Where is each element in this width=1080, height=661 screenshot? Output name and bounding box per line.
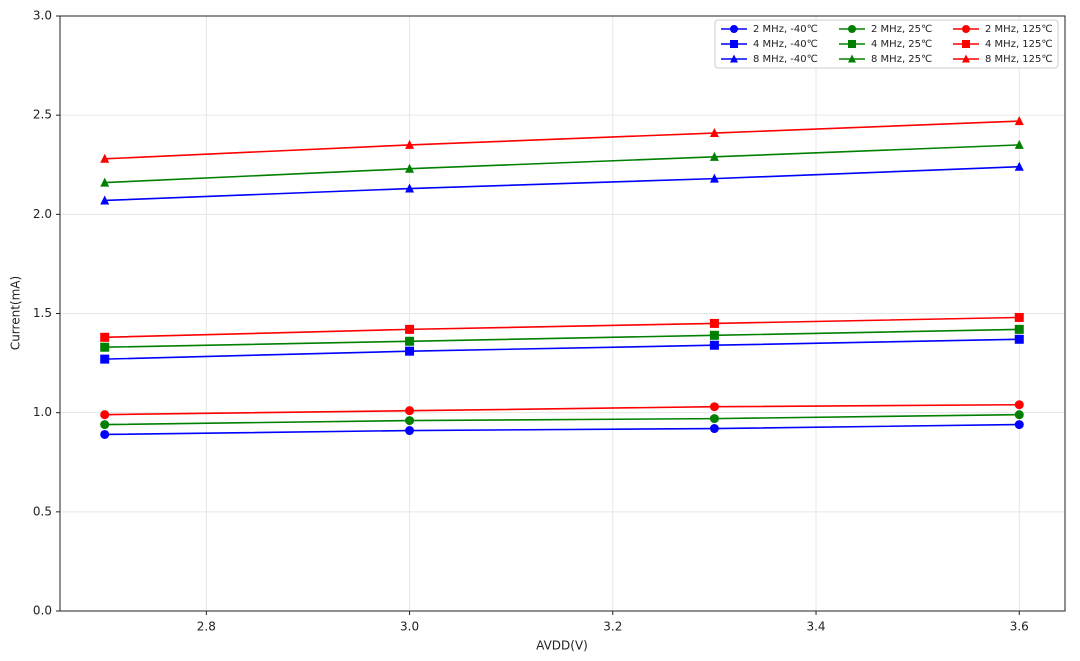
marker (100, 410, 110, 420)
marker (100, 153, 110, 163)
series-line (104, 403, 1020, 416)
marker (1014, 116, 1024, 126)
marker (709, 128, 719, 138)
series-line (104, 316, 1020, 339)
marker (709, 414, 719, 424)
marker (709, 318, 719, 328)
legend-label: 8 MHz, -40℃ (753, 54, 818, 65)
marker (405, 183, 415, 193)
legend-marker (962, 25, 970, 33)
marker (709, 151, 719, 161)
legend-label: 2 MHz, -40℃ (753, 24, 818, 35)
marker (100, 177, 110, 187)
marker (709, 330, 719, 340)
marker (1014, 139, 1024, 149)
marker (709, 424, 719, 434)
x-tick-label: 3.2 (603, 620, 622, 634)
series-line (104, 423, 1020, 436)
legend-label: 4 MHz, 25℃ (871, 39, 932, 50)
legend-marker (730, 40, 738, 48)
x-tick-label: 2.8 (197, 620, 216, 634)
marker (100, 354, 110, 364)
y-tick-label: 1.5 (33, 306, 52, 320)
x-axis-label: AVDD(V) (536, 639, 588, 653)
y-axis-label: Current(mA) (9, 276, 23, 350)
series-line (104, 120, 1020, 160)
marker (405, 324, 415, 334)
y-tick-label: 0.0 (33, 604, 52, 618)
marker (709, 402, 719, 412)
legend-label: 4 MHz, 125℃ (985, 39, 1053, 50)
series-line (104, 328, 1020, 349)
legend-label: 4 MHz, -40℃ (753, 39, 818, 50)
series-line (104, 413, 1020, 426)
marker (1014, 312, 1024, 322)
marker (100, 429, 110, 439)
marker (1014, 400, 1024, 410)
legend-frame (714, 19, 1059, 69)
marker (1014, 334, 1024, 344)
series-line (104, 144, 1020, 184)
marker (405, 416, 415, 426)
marker (100, 420, 110, 430)
marker (709, 173, 719, 183)
legend-marker (730, 25, 738, 33)
legend-marker (848, 25, 856, 33)
marker (709, 340, 719, 350)
legend-marker (962, 54, 970, 63)
marker (1014, 420, 1024, 430)
marker (100, 332, 110, 342)
marker (405, 163, 415, 173)
marker (100, 195, 110, 205)
x-tick-label: 3.6 (1010, 620, 1029, 634)
marker (405, 426, 415, 436)
series-line (104, 165, 1020, 202)
legend-label: 2 MHz, 25℃ (871, 24, 932, 35)
marker (405, 406, 415, 416)
plot-frame (59, 15, 1066, 612)
y-tick-label: 0.5 (33, 504, 52, 518)
marker (405, 336, 415, 346)
y-tick-label: 2.5 (33, 108, 52, 122)
marker (1014, 410, 1024, 420)
legend-marker (848, 40, 856, 48)
y-tick-label: 3.0 (33, 9, 52, 23)
x-tick-label: 3.4 (806, 620, 825, 634)
legend: 2 MHz, -40℃ 4 MHz, -40℃ 8 MHz, -40℃ 2 MHz, … (714, 19, 1059, 69)
marker (1014, 324, 1024, 334)
legend-marker (962, 40, 970, 48)
legend-marker (730, 54, 738, 63)
legend-label: 8 MHz, 125℃ (985, 54, 1053, 65)
legend-label: 8 MHz, 25℃ (871, 54, 932, 65)
y-tick-label: 1.0 (33, 405, 52, 419)
marker (100, 342, 110, 352)
legend-marker (848, 54, 856, 63)
marker (405, 346, 415, 356)
legend-label: 2 MHz, 125℃ (985, 24, 1053, 35)
x-tick-label: 3.0 (400, 620, 419, 634)
series-line (104, 338, 1020, 360)
marker (1014, 161, 1024, 171)
y-tick-label: 2.0 (33, 207, 52, 221)
marker (405, 139, 415, 149)
